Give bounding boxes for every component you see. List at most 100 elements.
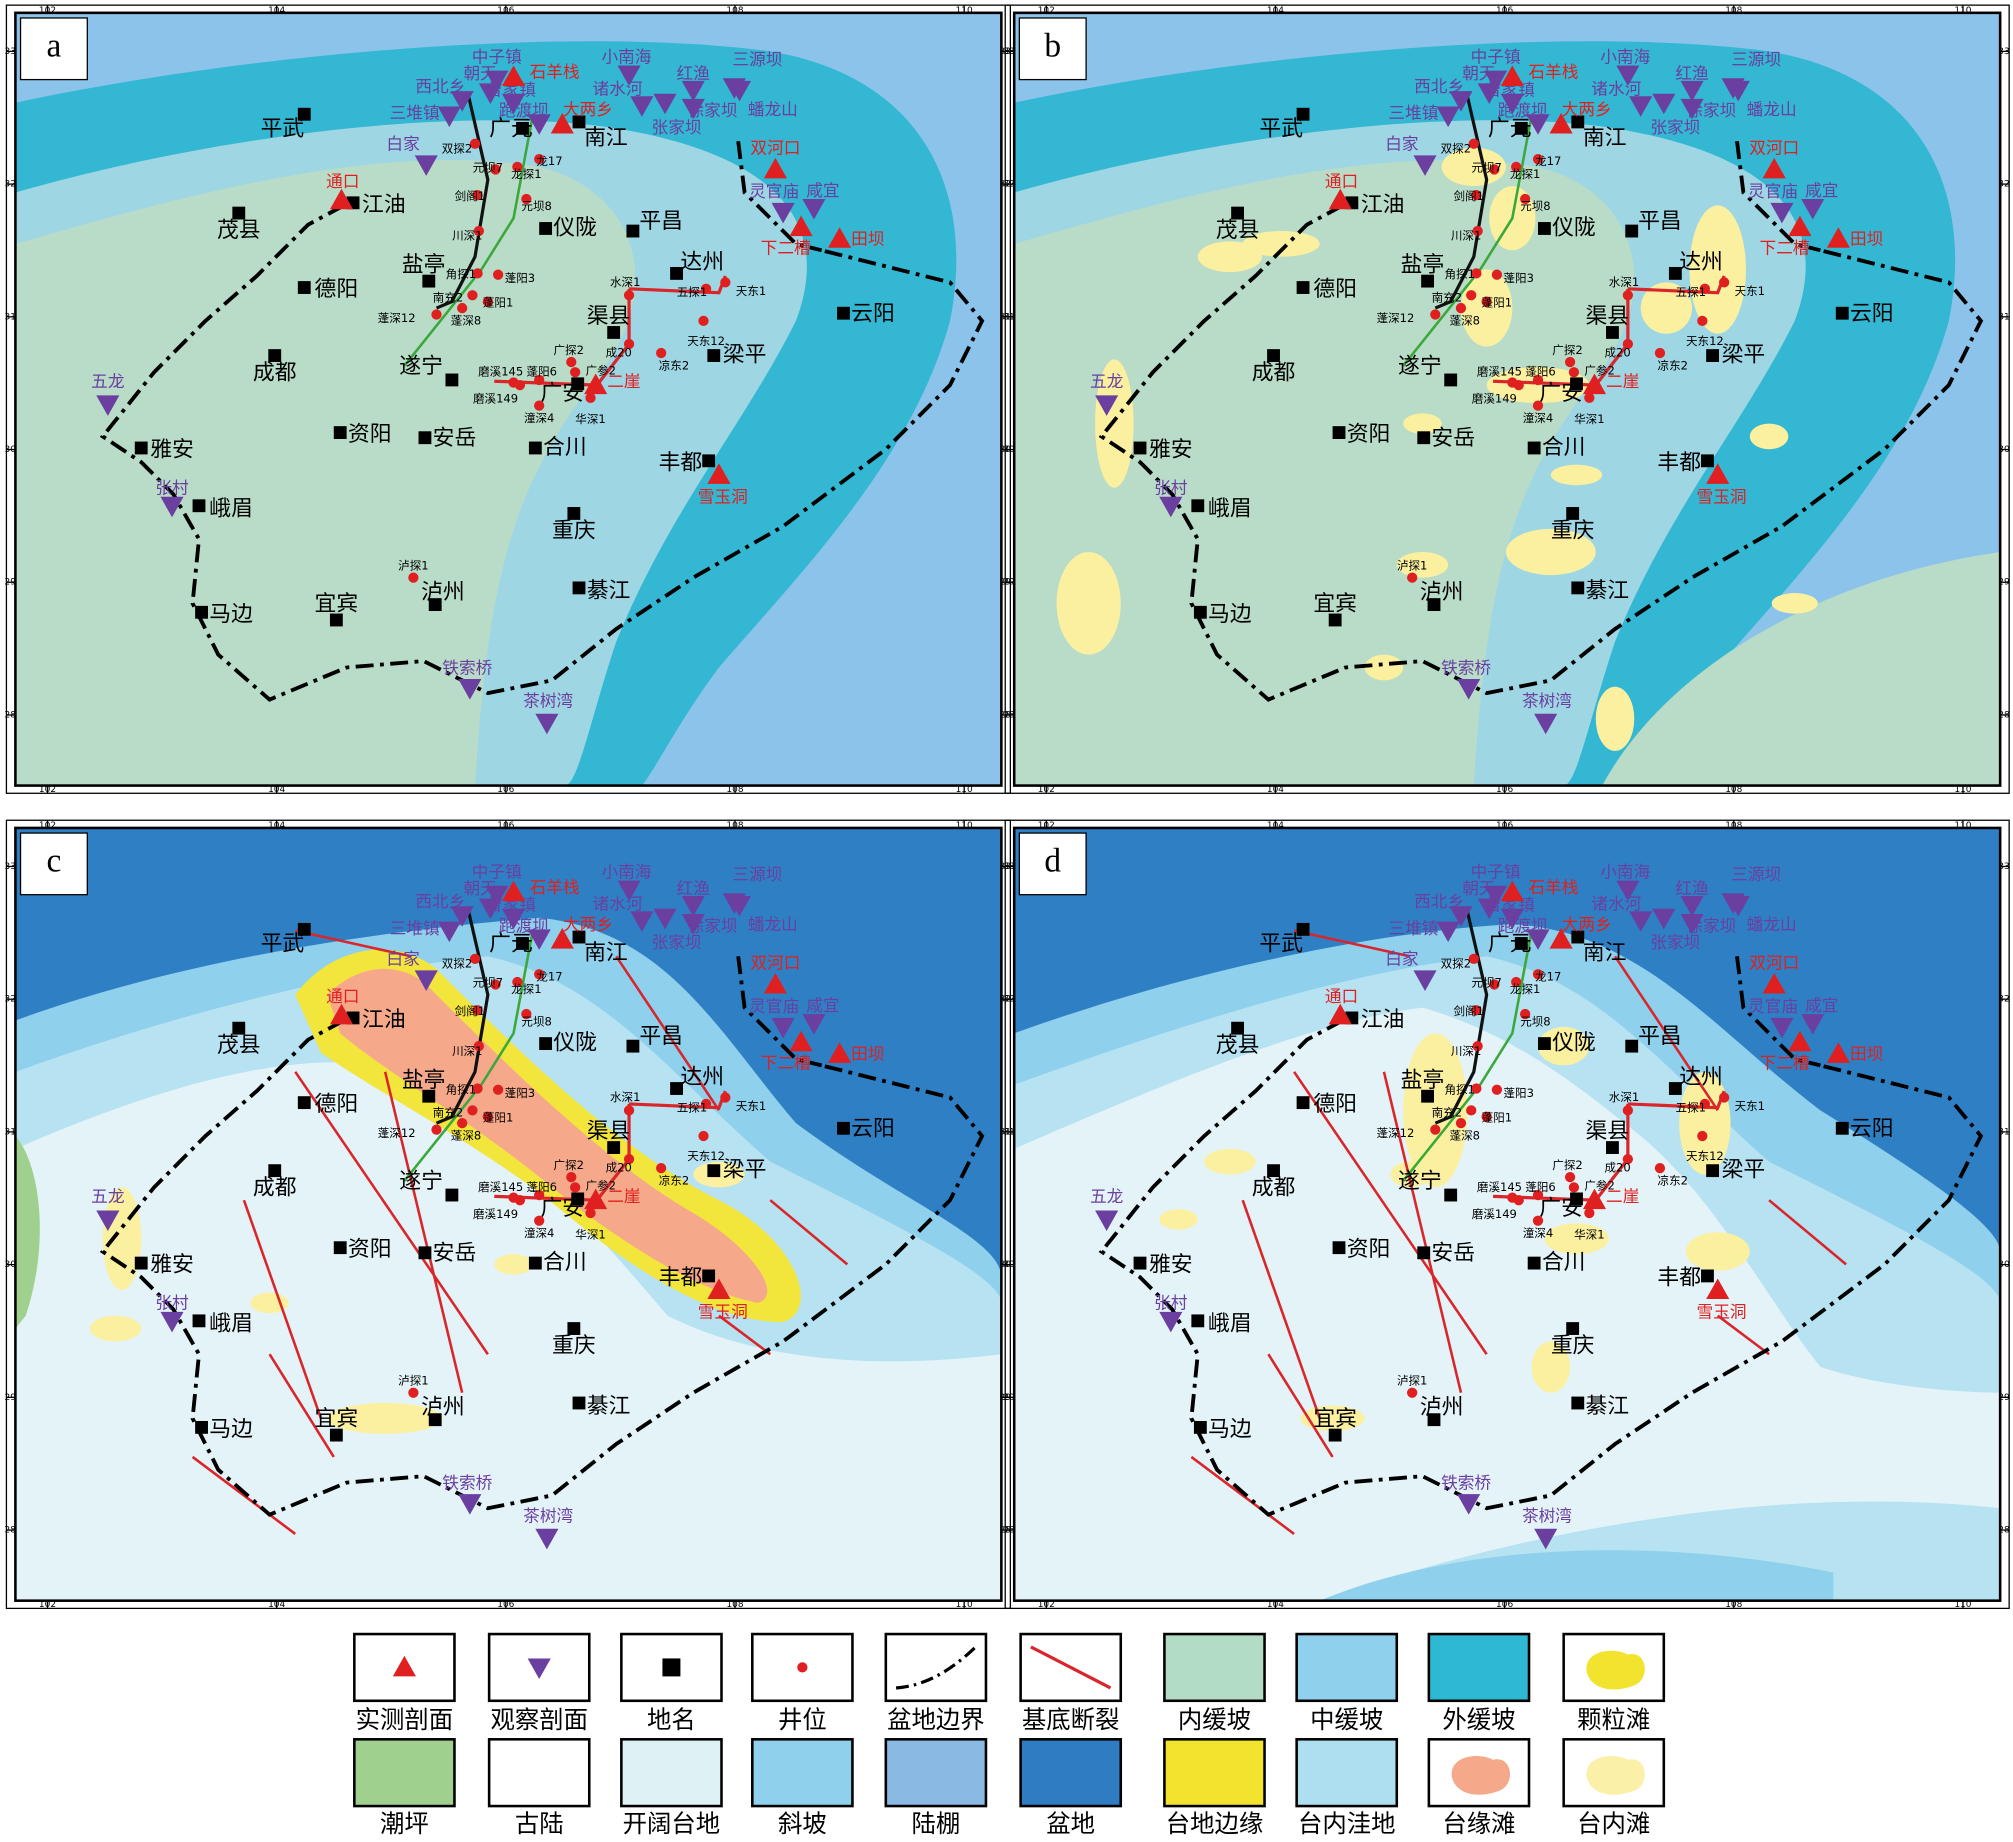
profile-line xyxy=(403,115,535,367)
place-marker xyxy=(1444,373,1458,387)
place-marker xyxy=(1514,121,1528,135)
well-label: 广参2 xyxy=(586,1179,616,1193)
shoal xyxy=(1640,282,1693,334)
place-label: 仪陇 xyxy=(1552,1031,1596,1056)
observed-section-marker xyxy=(527,1658,551,1679)
basin-boundary xyxy=(1098,203,1984,702)
observed-section-marker xyxy=(1159,496,1183,518)
observed-section-marker xyxy=(653,93,677,115)
well-marker xyxy=(720,277,731,288)
well-label: 天东1 xyxy=(736,1099,766,1113)
fault xyxy=(1293,929,1410,958)
legend-item: 基底断裂 xyxy=(1019,1632,1123,1734)
legend-item: 古陆 xyxy=(487,1738,591,1838)
well-marker xyxy=(1471,189,1482,201)
well-label: 角探1 xyxy=(1444,1082,1474,1096)
well-marker xyxy=(457,302,468,314)
place-marker xyxy=(1668,1082,1682,1095)
observed-section-label: 红渔 xyxy=(677,64,710,83)
well-label: 五探1 xyxy=(677,285,707,299)
place-marker xyxy=(195,605,208,619)
well-label: 蓬阳1 xyxy=(483,295,513,309)
observed-section-marker xyxy=(1616,880,1640,902)
place-marker xyxy=(1332,1241,1346,1255)
place-label: 广安 xyxy=(1539,381,1583,406)
fault xyxy=(268,1353,335,1458)
shoal xyxy=(1537,1026,1590,1066)
measured-section-label: 石羊栈 xyxy=(1528,63,1578,82)
legend-label: 中缓坡 xyxy=(1310,1705,1383,1734)
well-marker xyxy=(1466,1105,1477,1116)
shoal xyxy=(1403,1033,1468,1188)
place-marker xyxy=(445,1188,459,1202)
well-label: 蓬深12 xyxy=(1377,311,1415,325)
shoal xyxy=(89,1315,142,1342)
legend-item: 盆地边界 xyxy=(884,1632,988,1734)
well-marker xyxy=(473,1041,484,1052)
observed-section-label: 张村 xyxy=(1154,479,1188,498)
place-label: 平昌 xyxy=(1638,1024,1682,1049)
measured-section-label: 雪玉洞 xyxy=(698,488,748,507)
well-marker xyxy=(1513,1195,1524,1206)
well-label: 龙探1 xyxy=(1510,982,1540,996)
place-label: 丰都 xyxy=(1657,1265,1701,1290)
lat-tick-label: 28 xyxy=(1003,710,1015,720)
place-marker xyxy=(572,115,586,129)
well-marker xyxy=(1584,1207,1595,1219)
place-label: 盐亭 xyxy=(1401,253,1445,278)
lon-tick-label: 106 xyxy=(497,1600,514,1610)
lat-tick-label: 32 xyxy=(1003,995,1014,1005)
shoal xyxy=(1749,423,1789,450)
observed-section-label: 蟠龙山 xyxy=(748,915,798,934)
well-label: 华深1 xyxy=(575,1227,605,1241)
place-marker xyxy=(1328,613,1342,627)
lon-tick-label: 106 xyxy=(1496,821,1513,831)
well-label: 磨溪145 xyxy=(478,365,523,379)
place-marker xyxy=(192,499,206,513)
lon-tick-label: 102 xyxy=(39,821,56,831)
well-marker xyxy=(698,1130,709,1142)
well-marker xyxy=(512,161,523,173)
lon-tick-label: 108 xyxy=(726,6,743,16)
legend-symbol xyxy=(1586,1650,1645,1690)
place-marker xyxy=(626,224,640,238)
fault xyxy=(1293,1071,1488,1355)
observed-section-marker xyxy=(1801,1014,1825,1035)
well-label: 天东1 xyxy=(1735,1099,1765,1113)
fault xyxy=(1267,1353,1334,1458)
region xyxy=(15,1136,40,1329)
observed-section-marker xyxy=(802,1014,826,1035)
observed-section-label: 三堆镇 xyxy=(1388,919,1438,938)
measured-section-label: 雪玉洞 xyxy=(1697,1303,1747,1322)
place-label: 云阳 xyxy=(851,1117,895,1142)
lon-tick-label: 102 xyxy=(1038,1600,1055,1610)
well-label: 凉东2 xyxy=(659,358,689,372)
place-marker xyxy=(418,431,432,445)
place-label: 马边 xyxy=(209,1417,253,1442)
well-label: 成20 xyxy=(606,1161,632,1175)
legend-symbol xyxy=(1451,1755,1511,1795)
place-label: 平昌 xyxy=(1638,209,1682,234)
legend-box xyxy=(487,1738,591,1808)
observed-section-marker xyxy=(1629,911,1653,932)
well-marker xyxy=(1719,277,1730,288)
place-label: 广安 xyxy=(540,381,584,406)
well-label: 水深1 xyxy=(610,1090,640,1104)
well-marker xyxy=(467,290,478,301)
observed-section-label: 西北乡 xyxy=(1414,892,1464,911)
legend-box xyxy=(1019,1738,1123,1808)
fault xyxy=(718,1314,772,1356)
legend-label: 台缘滩 xyxy=(1442,1809,1515,1838)
place-marker xyxy=(1191,1314,1205,1328)
well-marker xyxy=(698,315,709,327)
place-label: 宜宾 xyxy=(1313,1407,1357,1432)
place-marker xyxy=(422,274,436,288)
place-marker xyxy=(1427,1413,1441,1427)
observed-section-marker xyxy=(771,1017,795,1039)
place-marker xyxy=(539,222,553,235)
observed-section-label: 跑渡坝 xyxy=(499,916,549,935)
place-marker xyxy=(1267,1164,1280,1178)
place-marker xyxy=(1427,598,1441,612)
observed-section-label: 诸水河 xyxy=(1591,894,1641,913)
region xyxy=(1319,1550,1834,1601)
